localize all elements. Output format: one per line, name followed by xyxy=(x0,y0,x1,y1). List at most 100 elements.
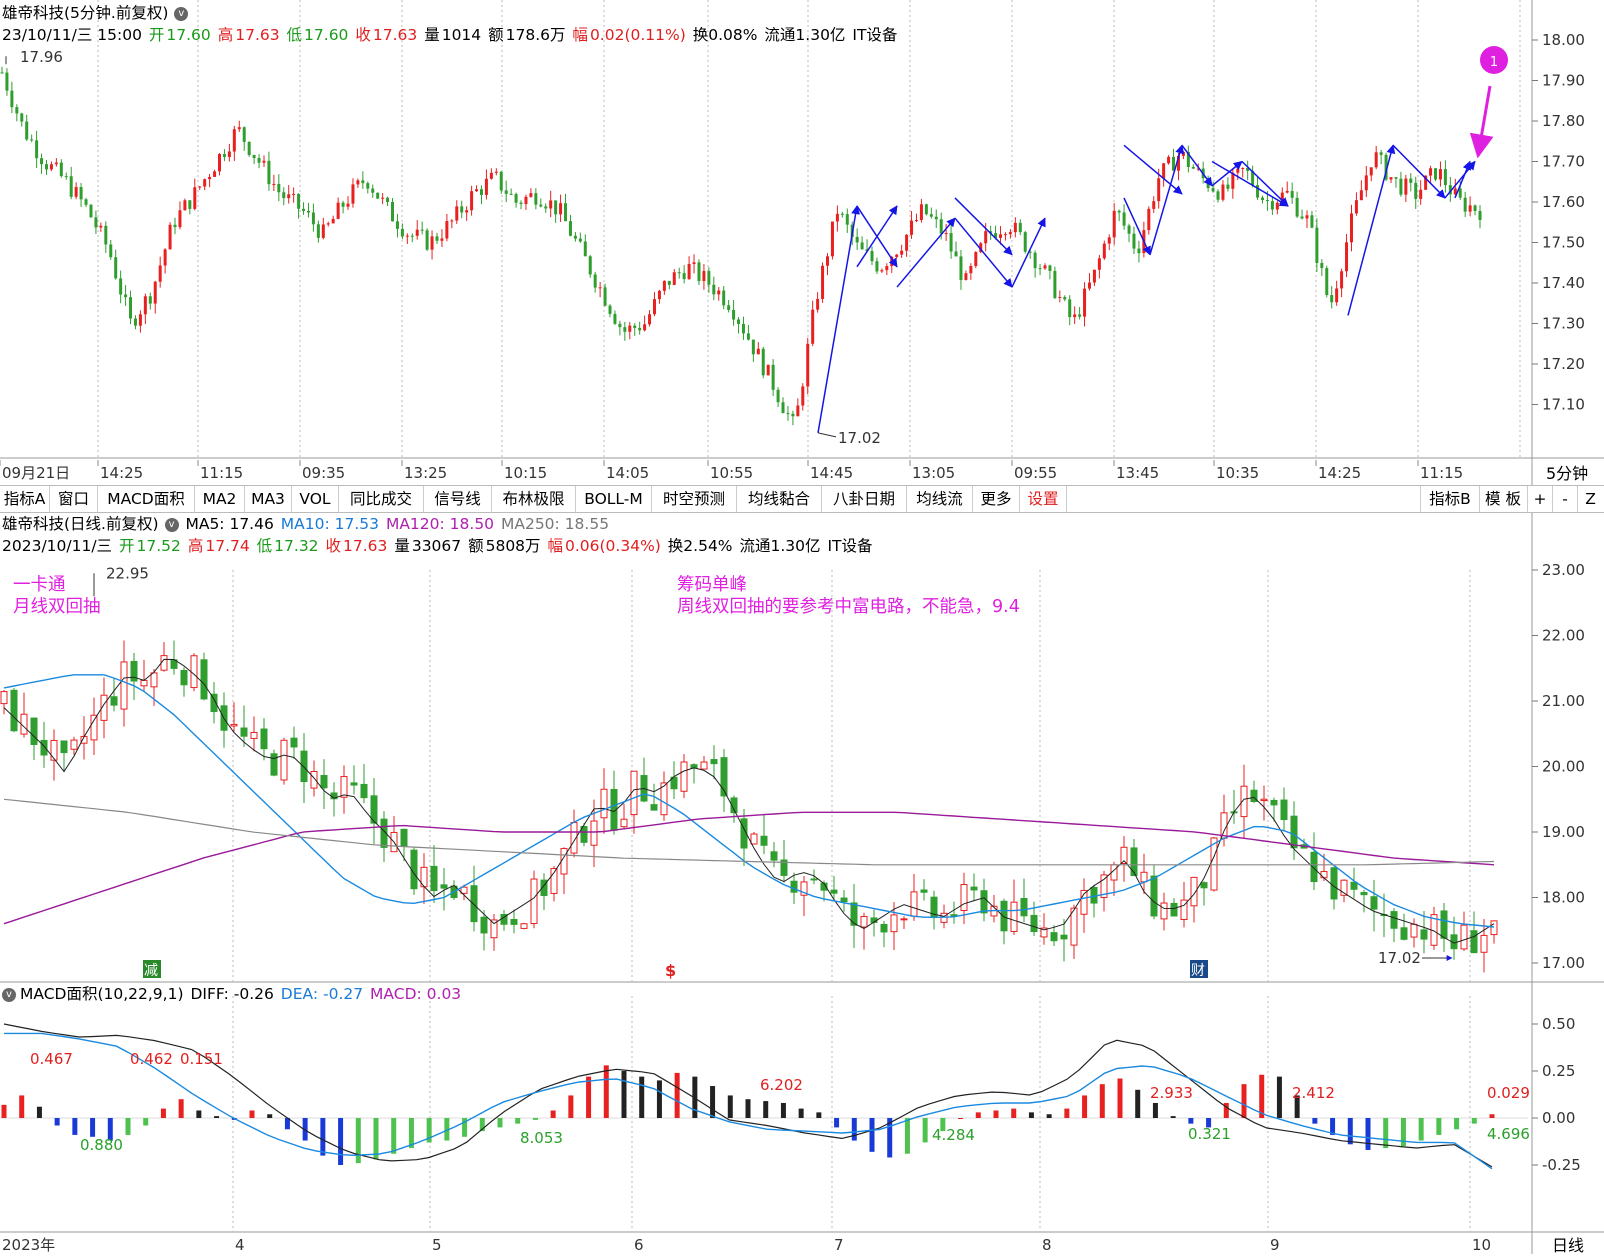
tab-boll-m[interactable]: BOLL-M xyxy=(576,486,652,512)
zigzag-7 xyxy=(1347,144,1396,316)
zoom-reset-button[interactable]: Z xyxy=(1585,490,1596,508)
candle-5m-269 xyxy=(1330,295,1334,303)
macd-bar-67 xyxy=(1188,1118,1194,1124)
macd-area-label-5: 6.202 xyxy=(760,1076,803,1094)
top-xlabel-9: 13:05 xyxy=(912,464,955,482)
candle-5m-62 xyxy=(306,210,310,213)
candle-5m-233 xyxy=(1152,201,1156,209)
candle-5m-185 xyxy=(914,220,918,222)
candle-d-54 xyxy=(540,879,548,897)
candle-d-27 xyxy=(270,753,278,776)
candle-5m-37 xyxy=(183,200,187,211)
macd-bar-26 xyxy=(462,1118,468,1137)
candle-5m-147 xyxy=(727,305,731,310)
candle-d-26 xyxy=(260,728,268,750)
candle-5m-23 xyxy=(114,257,118,279)
tab-yoy-volume[interactable]: 同比成交 xyxy=(339,486,424,512)
candle-5m-263 xyxy=(1300,216,1304,219)
candle-d-86 xyxy=(860,915,868,928)
daily-open: 17.52 xyxy=(136,537,181,555)
candle-5m-46 xyxy=(227,151,231,157)
tab-boll-limit[interactable]: 布林极限 xyxy=(492,486,576,512)
candle-d-25 xyxy=(250,731,258,739)
tab-bagua-date[interactable]: 八卦日期 xyxy=(822,486,907,512)
note-left-line-1: 一卡通 xyxy=(13,575,66,595)
macd-bar-40 xyxy=(710,1086,716,1118)
tab-window[interactable]: 窗口 xyxy=(50,486,98,512)
candle-5m-112 xyxy=(554,200,558,215)
dropdown-icon[interactable]: v xyxy=(2,987,16,1002)
tab-ma-flow[interactable]: 均线流 xyxy=(907,486,973,512)
candle-5m-229 xyxy=(1132,233,1136,249)
candle-5m-85 xyxy=(420,229,424,231)
candle-d-81 xyxy=(810,878,818,881)
tab-indicator-b[interactable]: 指标B xyxy=(1420,486,1480,512)
candle-5m-107 xyxy=(529,193,533,197)
candle-5m-141 xyxy=(697,262,701,282)
top-title: 雄帝科技(5分钟.前复权) xyxy=(2,4,169,22)
candle-d-79 xyxy=(790,880,798,893)
macd-bar-4 xyxy=(72,1118,78,1135)
candle-5m-204 xyxy=(1008,232,1012,235)
candle-5m-279 xyxy=(1379,152,1383,155)
tab-template[interactable]: 模 板 xyxy=(1479,486,1528,512)
zoom-out-button[interactable]: - xyxy=(1553,486,1578,512)
macd-ylabel-2: 0.00 xyxy=(1542,1109,1575,1127)
tab-indicator-a[interactable]: 指标A xyxy=(0,486,50,512)
tab-ma-converge[interactable]: 均线黏合 xyxy=(737,486,822,512)
zigzag-leg-6 xyxy=(1241,160,1289,207)
daily-high-label: 高 xyxy=(187,537,204,555)
candle-5m-111 xyxy=(549,200,553,209)
top-open: 17.60 xyxy=(166,26,211,44)
tab-ma2[interactable]: MA2 xyxy=(195,486,245,512)
macd-bar-51 xyxy=(904,1118,910,1154)
tab-timespace[interactable]: 时空预测 xyxy=(652,486,737,512)
top-chg-label: 幅 xyxy=(572,26,588,44)
candle-5m-60 xyxy=(297,193,301,209)
macd-bar-15 xyxy=(267,1114,273,1118)
candle-d-56 xyxy=(560,848,568,875)
zoom-in-button[interactable]: + xyxy=(1528,486,1553,512)
candle-d-117 xyxy=(1170,902,1178,917)
candle-5m-133 xyxy=(657,290,661,300)
tab-vol[interactable]: VOL xyxy=(292,486,339,512)
candle-d-47 xyxy=(470,885,478,923)
top-ylabel-4: 17.60 xyxy=(1542,193,1585,211)
dropdown-icon[interactable]: v xyxy=(174,6,189,21)
period-5min[interactable]: 5分钟 xyxy=(1546,464,1589,483)
candle-5m-138 xyxy=(682,273,686,280)
candle-d-92 xyxy=(920,889,928,893)
candle-5m-78 xyxy=(386,197,390,202)
candle-5m-75 xyxy=(371,188,375,193)
candle-5m-247 xyxy=(1221,184,1225,200)
candle-5m-5 xyxy=(25,121,29,140)
top-min-mark xyxy=(817,432,837,438)
macd-dea-line xyxy=(4,1032,1493,1170)
candle-5m-12 xyxy=(59,162,63,177)
candle-5m-143 xyxy=(707,271,711,285)
candle-5m-127 xyxy=(628,325,632,332)
macd-bar-31 xyxy=(550,1110,556,1118)
top-max-label: 17.96 xyxy=(20,48,63,66)
tab-more[interactable]: 更多 xyxy=(973,486,1020,512)
tab-ma3[interactable]: MA3 xyxy=(245,486,292,512)
candle-5m-161 xyxy=(796,405,800,417)
tab-signal-line[interactable]: 信号线 xyxy=(424,486,492,512)
tab-macd-area[interactable]: MACD面积 xyxy=(98,486,195,512)
zigzag-leg-5 xyxy=(1211,160,1243,187)
top-ylabel-9: 17.10 xyxy=(1542,396,1585,414)
dropdown-icon[interactable]: v xyxy=(164,517,179,532)
ma120-label: MA120: 18.50 xyxy=(385,515,495,533)
candle-d-48 xyxy=(480,916,488,934)
candle-5m-7 xyxy=(35,140,39,159)
macd-bar-73 xyxy=(1294,1095,1300,1118)
macd-bar-9 xyxy=(160,1108,166,1118)
candle-5m-20 xyxy=(99,225,103,228)
daily-close: 17.63 xyxy=(343,537,388,555)
tab-settings[interactable]: 设置 xyxy=(1020,486,1067,512)
ma120-line xyxy=(3,811,1495,925)
candle-d-128 xyxy=(1280,799,1288,821)
candle-d-77 xyxy=(770,851,778,861)
macd-area-label-7: 2.933 xyxy=(1150,1084,1193,1102)
period-daily[interactable]: 日线 xyxy=(1552,1236,1585,1255)
